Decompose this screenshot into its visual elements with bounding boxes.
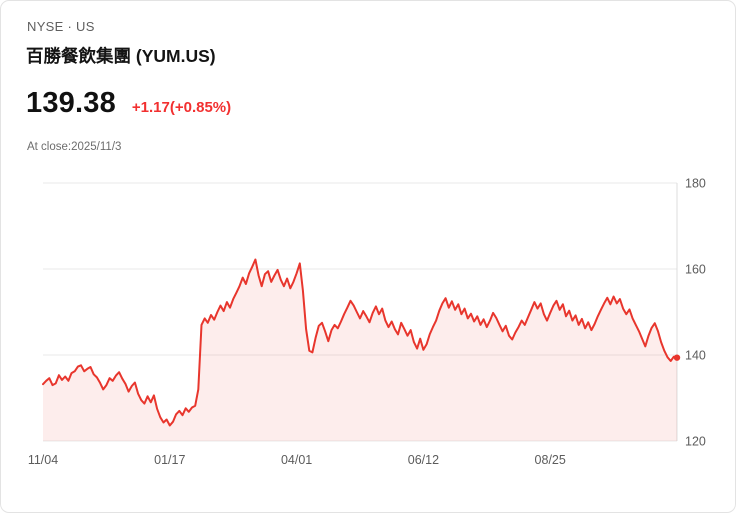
y-axis-label: 180 (685, 177, 706, 191)
price-row: 139.38 +1.17(+0.85%) (26, 87, 231, 120)
last-price: 139.38 (26, 87, 116, 119)
area-fill (43, 259, 677, 441)
chart-container: 120 140 160 180 11/04 01/17 04/01 06/12 08/25 (1, 171, 735, 481)
x-axis-label: 06/12 (408, 453, 439, 467)
x-axis-label: 04/01 (281, 453, 312, 467)
y-axis-label: 140 (685, 349, 706, 363)
y-axis-label: 160 (685, 263, 706, 277)
x-axis-label: 08/25 (535, 453, 566, 467)
x-axis-label: 11/04 (28, 453, 58, 467)
price-change: +1.17(+0.85%) (131, 99, 232, 116)
price-line (42, 258, 678, 427)
stock-title: 百勝餐飲集團 (YUM.US) (26, 46, 216, 66)
y-axis-label: 120 (685, 435, 706, 449)
price-chart: 120 140 160 180 11/04 01/17 04/01 06/12 08/25 (28, 177, 706, 468)
x-axis-label: 01/17 (154, 453, 185, 467)
exchange-market-label: NYSE · US (27, 19, 95, 34)
last-point-dot (673, 354, 681, 361)
as-of-timestamp: At close:2025/11/3 (27, 141, 122, 153)
